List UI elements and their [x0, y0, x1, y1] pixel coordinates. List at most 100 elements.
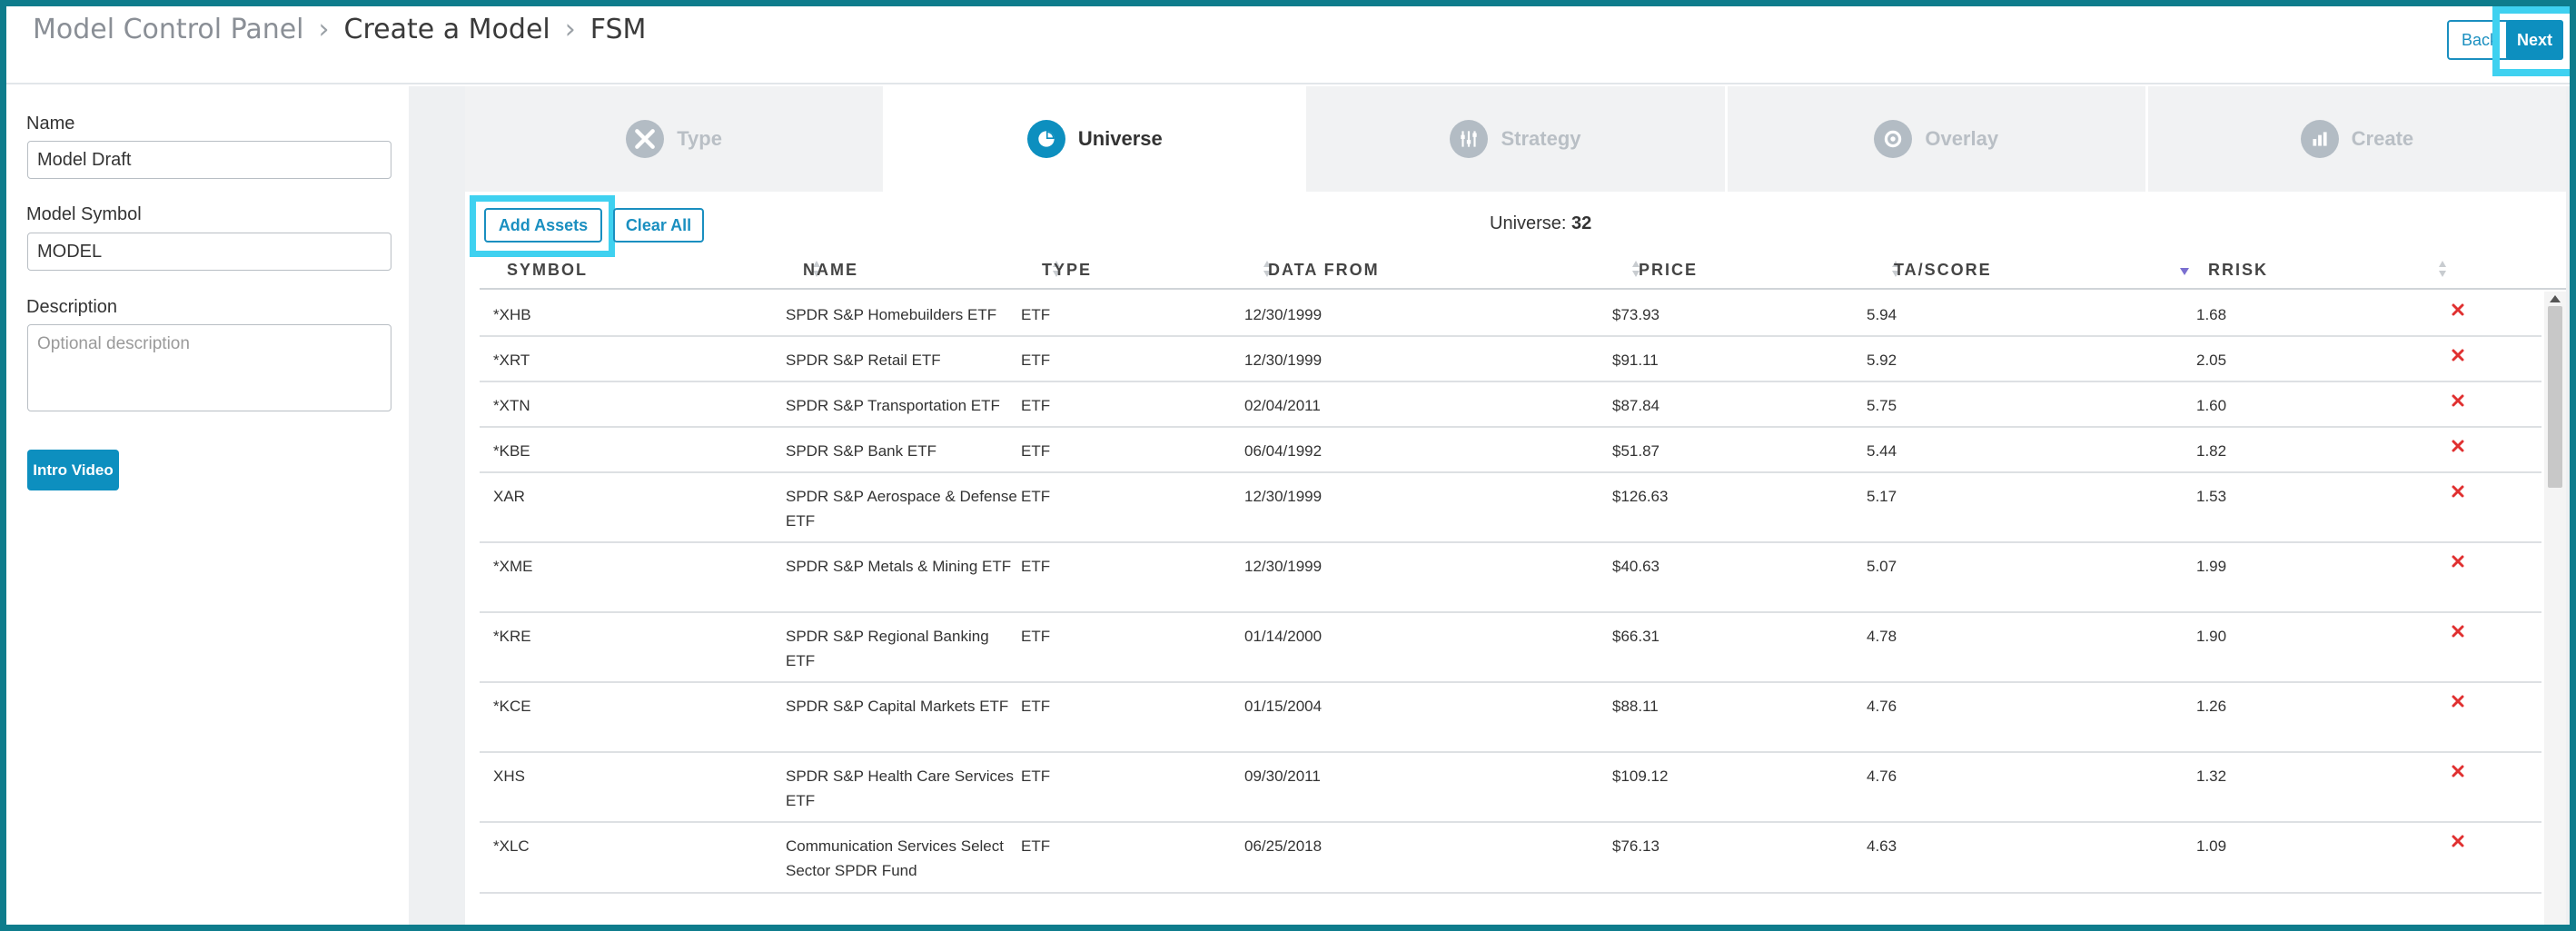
cell-rrisk: 1.53: [2196, 488, 2227, 505]
table-row[interactable]: *XRT SPDR S&P Retail ETF ETF 12/30/1999 …: [480, 337, 2541, 382]
column-header-data-from[interactable]: DATA FROM: [1268, 261, 1380, 279]
cell-type: ETF: [1021, 698, 1051, 715]
scroll-up-icon[interactable]: [2550, 295, 2561, 302]
sort-icon[interactable]: [1263, 259, 1272, 279]
cell-type: ETF: [1021, 558, 1051, 575]
breadcrumb: Model Control Panel › Create a Model › F…: [33, 14, 646, 45]
cell-symbol: *KBE: [493, 442, 530, 460]
add-assets-button[interactable]: Add Assets: [484, 208, 602, 243]
model-symbol-input[interactable]: MODEL: [27, 233, 391, 271]
table-row[interactable]: *XHB SPDR S&P Homebuilders ETF ETF 12/30…: [480, 292, 2541, 337]
delete-icon[interactable]: [2451, 484, 2465, 499]
cell-ta-score: 5.94: [1867, 306, 1897, 323]
table-row[interactable]: *XTN SPDR S&P Transportation ETF ETF 02/…: [480, 382, 2541, 428]
cell-type: ETF: [1021, 397, 1051, 414]
tab-type[interactable]: Type: [465, 86, 887, 192]
column-header-symbol[interactable]: SYMBOL: [507, 261, 589, 279]
table-row[interactable]: *KBE SPDR S&P Bank ETF ETF 06/04/1992 $5…: [480, 428, 2541, 473]
cell-rrisk: 1.60: [2196, 397, 2227, 414]
tab-overlay-label: Overlay: [1925, 127, 1999, 150]
cell-price: $73.93: [1612, 306, 1660, 323]
cell-price: $126.63: [1612, 488, 1669, 505]
column-header-price[interactable]: PRICE: [1639, 261, 1699, 279]
table-row[interactable]: *XLC Communication Services Select Secto…: [480, 823, 2541, 894]
table-row[interactable]: *XME SPDR S&P Metals & Mining ETF ETF 12…: [480, 543, 2541, 613]
gear-icon: [1874, 120, 1913, 158]
delete-icon[interactable]: [2451, 348, 2465, 362]
assets-table-body: *XHB SPDR S&P Homebuilders ETF ETF 12/30…: [480, 292, 2541, 925]
delete-icon[interactable]: [2451, 393, 2465, 408]
cell-data-from: 01/14/2000: [1244, 628, 1323, 645]
sort-icon[interactable]: [2438, 259, 2447, 279]
delete-icon[interactable]: [2451, 834, 2465, 848]
cell-rrisk: 1.82: [2196, 442, 2227, 460]
tab-overlay[interactable]: Overlay: [1727, 86, 2148, 192]
delete-icon[interactable]: [2451, 624, 2465, 639]
tab-universe[interactable]: Universe: [886, 86, 1307, 192]
sort-desc-icon[interactable]: [2180, 262, 2189, 282]
cell-ta-score: 4.76: [1867, 698, 1897, 715]
cell-ta-score: 5.44: [1867, 442, 1897, 460]
sort-icon[interactable]: [812, 259, 821, 279]
sort-icon[interactable]: [1631, 259, 1640, 279]
table-row[interactable]: XHS SPDR S&P Health Care Services ETF ET…: [480, 753, 2541, 823]
back-button[interactable]: Back: [2447, 20, 2511, 60]
cell-type: ETF: [1021, 442, 1051, 460]
scrollbar-thumb[interactable]: [2548, 306, 2562, 488]
pie-chart-icon: [1026, 120, 1065, 158]
table-scrollbar[interactable]: [2544, 292, 2566, 931]
name-input[interactable]: Model Draft: [27, 141, 391, 179]
tab-strategy[interactable]: Strategy: [1306, 86, 1728, 192]
table-row[interactable]: *KCE SPDR S&P Capital Markets ETF ETF 01…: [480, 683, 2541, 753]
tools-icon: [626, 120, 665, 158]
cell-ta-score: 4.63: [1867, 837, 1897, 855]
delete-icon[interactable]: [2451, 554, 2465, 569]
breadcrumb-model-control-panel[interactable]: Model Control Panel: [33, 14, 304, 45]
sliders-icon: [1450, 120, 1489, 158]
breadcrumb-create-model[interactable]: Create a Model: [343, 14, 550, 45]
cell-type: ETF: [1021, 306, 1051, 323]
delete-icon[interactable]: [2451, 439, 2465, 453]
cell-rrisk: 1.68: [2196, 306, 2227, 323]
delete-icon[interactable]: [2451, 694, 2465, 708]
table-row[interactable]: *KRE SPDR S&P Regional Banking ETF ETF 0…: [480, 613, 2541, 683]
cell-type: ETF: [1021, 488, 1051, 505]
table-row[interactable]: XAR SPDR S&P Aerospace & Defense ETF ETF…: [480, 473, 2541, 543]
clear-all-button[interactable]: Clear All: [613, 208, 704, 243]
tab-create[interactable]: Create: [2147, 86, 2567, 192]
intro-video-button[interactable]: Intro Video: [27, 450, 119, 490]
cell-type: ETF: [1021, 837, 1051, 855]
cell-price: $51.87: [1612, 442, 1660, 460]
cell-price: $76.13: [1612, 837, 1660, 855]
scroll-down-icon[interactable]: [2550, 925, 2561, 931]
next-button-highlight: [2492, 6, 2570, 76]
description-textarea[interactable]: Optional description: [27, 324, 391, 411]
cell-rrisk: 1.90: [2196, 628, 2227, 645]
column-header-name[interactable]: NAME: [803, 261, 858, 279]
cell-name: SPDR S&P Homebuilders ETF: [786, 306, 997, 323]
universe-count: Universe: 32: [1490, 213, 1591, 234]
cell-price: $88.11: [1612, 698, 1659, 715]
header: Model Control Panel › Create a Model › F…: [6, 6, 2570, 84]
cell-type: ETF: [1021, 768, 1051, 785]
next-button[interactable]: Next: [2506, 20, 2563, 60]
cell-data-from: 12/30/1999: [1244, 352, 1323, 369]
universe-count-label: Universe:: [1490, 213, 1567, 233]
cell-price: $87.84: [1612, 397, 1660, 414]
delete-icon[interactable]: [2451, 302, 2465, 317]
cell-type: ETF: [1021, 352, 1051, 369]
universe-toolbar: Add Assets Clear All Universe: 32: [465, 192, 2566, 257]
cell-price: $109.12: [1612, 768, 1669, 785]
cell-name: SPDR S&P Aerospace & Defense ETF: [786, 488, 1017, 530]
description-label: Description: [26, 297, 118, 317]
sort-icon[interactable]: [1052, 259, 1061, 279]
sort-icon[interactable]: [1891, 259, 1900, 279]
cell-price: $40.63: [1612, 558, 1660, 575]
column-header-ta-score[interactable]: TA/SCORE: [1894, 261, 1992, 279]
column-header-rrisk[interactable]: RRISK: [2208, 261, 2269, 279]
name-label: Name: [26, 114, 75, 134]
delete-icon[interactable]: [2451, 764, 2465, 778]
cell-ta-score: 5.92: [1867, 352, 1897, 369]
column-header-type[interactable]: TYPE: [1042, 261, 1093, 279]
